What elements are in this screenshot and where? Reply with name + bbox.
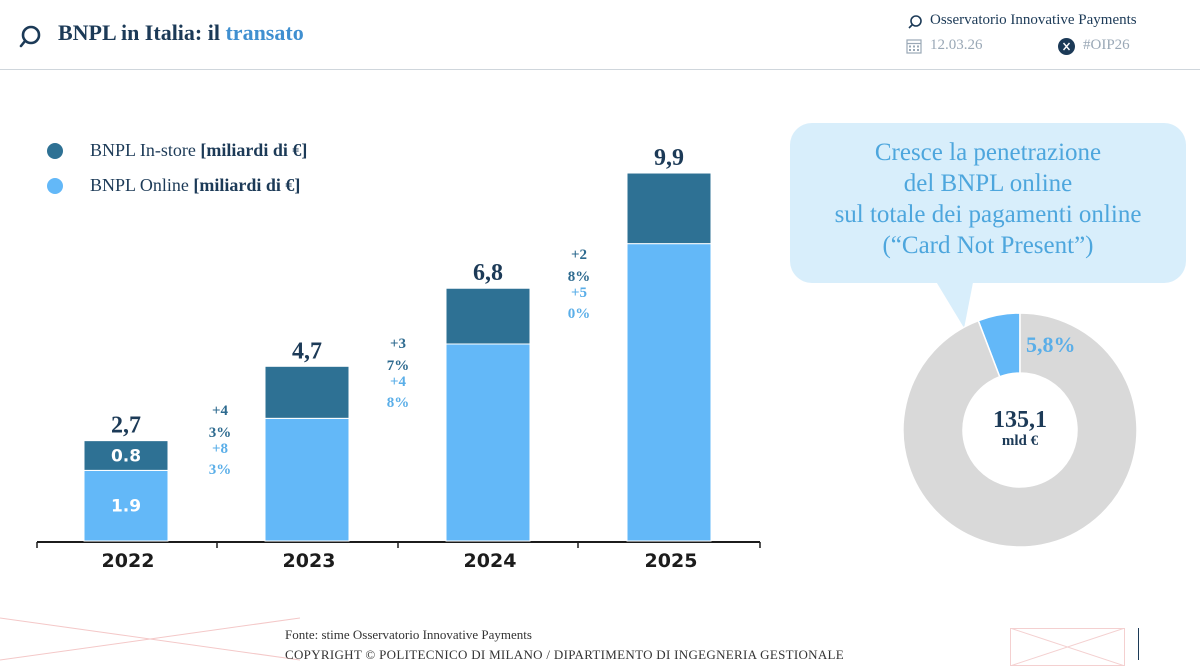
legend-label-online: BNPL Online: [90, 175, 194, 195]
growth-online-line2: 8%: [387, 395, 410, 411]
growth-online-line2: 3%: [209, 462, 232, 478]
callout-line-3: sul totale dei pagamenti online: [834, 201, 1142, 228]
growth-online-line1: +8: [212, 441, 228, 457]
growth-instore-line1: +4: [212, 403, 229, 419]
growth-online-line1: +4: [390, 374, 407, 390]
event-date: 12.03.26: [930, 37, 983, 53]
callout-line-1: Cresce la penetrazione: [874, 139, 1102, 166]
bar-online-2022: [83, 469, 169, 542]
bar-instore-2025: [626, 172, 712, 245]
growth-instore-line1: +2: [571, 247, 587, 263]
x-tick-label-2022: 2022: [102, 550, 155, 572]
x-social-icon[interactable]: [1058, 38, 1075, 55]
bar-online-2025: [626, 243, 712, 542]
growth-online-line2: 0%: [568, 306, 591, 322]
online-share-donut-chart: [902, 312, 1138, 548]
x-tick-label-2025: 2025: [645, 550, 698, 572]
organization-name: Osservatorio Innovative Payments: [930, 12, 1137, 28]
bar-total-label-2025: 9,9: [654, 145, 684, 171]
legend-dot-instore: [47, 143, 63, 159]
bar-total-label-2022: 2,7: [111, 413, 141, 439]
callout-text: Cresce la penetrazione del BNPL online s…: [800, 137, 1176, 261]
bar-instore-2022: [83, 440, 169, 471]
calendar-icon: [906, 39, 922, 54]
header-divider: [0, 69, 1200, 70]
growth-instore-line2: 3%: [209, 425, 232, 441]
callout-bubble: [790, 123, 1186, 283]
bar-online-2023: [264, 417, 350, 542]
bnpl-stacked-bar-chart: 1.90.82,720224,720236,820249,92025+43%+8…: [36, 145, 761, 572]
bar-instore-label-2022: 0.8: [111, 447, 141, 467]
callout-line-4: (“Card Not Present”): [882, 232, 1094, 259]
legend-label-instore: BNPL In-store: [90, 140, 201, 160]
callout-line-2: del BNPL online: [903, 170, 1073, 197]
page-title-prefix: BNPL in Italia: il: [58, 20, 226, 45]
bar-instore-2024: [445, 287, 531, 345]
legend-unit-online: [miliardi di €]: [193, 175, 301, 195]
footer-decoration-right: [1010, 628, 1125, 666]
observatory-small-icon: [908, 15, 922, 29]
bar-online-2024: [445, 343, 531, 542]
donut-center-value: 135,1: [993, 407, 1047, 433]
bar-total-label-2024: 6,8: [473, 260, 503, 286]
page-title: BNPL in Italia: il transato: [58, 20, 304, 46]
source-note: Fonte: stime Osservatorio Innovative Pay…: [285, 627, 532, 642]
legend-dot-online: [47, 178, 63, 194]
donut-center-unit: mld €: [1001, 433, 1039, 449]
page-title-accent: transato: [225, 20, 304, 45]
observatory-logo-icon: [19, 25, 41, 48]
growth-instore-line1: +3: [390, 336, 406, 352]
bar-online-label-2022: 1.9: [111, 497, 141, 517]
footer-divider: [1138, 628, 1139, 660]
donut-share-label: 5,8%: [1026, 332, 1076, 357]
x-tick-label-2024: 2024: [464, 550, 517, 572]
x-tick-label-2023: 2023: [283, 550, 336, 572]
footer-decoration-left: [0, 617, 300, 661]
event-hashtag: #OIP26: [1083, 37, 1130, 53]
growth-instore-line2: 8%: [568, 269, 591, 285]
legend-item-instore: BNPL In-store [miliardi di €]: [90, 140, 307, 161]
copyright-note: COPYRIGHT © POLITECNICO DI MILANO / DIPA…: [285, 647, 845, 662]
growth-instore-line2: 7%: [387, 358, 410, 374]
legend-item-online: BNPL Online [miliardi di €]: [90, 175, 300, 196]
bar-instore-2023: [264, 365, 350, 419]
legend-unit-instore: [miliardi di €]: [200, 140, 308, 160]
donut-slice-other-online: [902, 312, 1138, 548]
bar-total-label-2023: 4,7: [292, 338, 322, 364]
growth-online-line1: +5: [571, 285, 587, 301]
